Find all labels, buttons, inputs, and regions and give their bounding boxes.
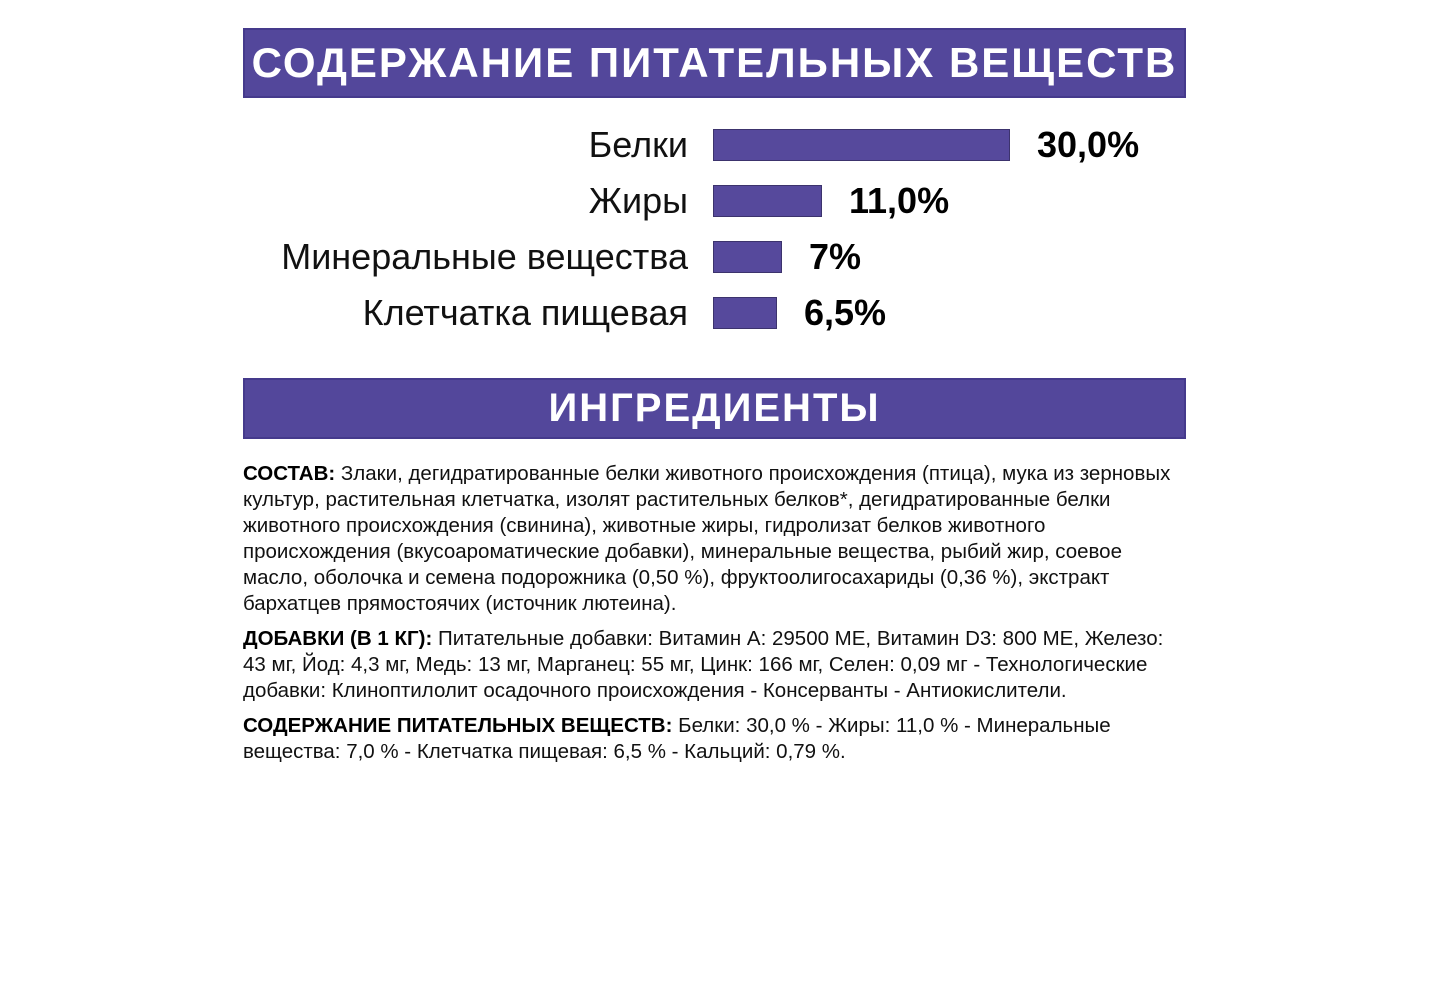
- bar: [713, 185, 822, 217]
- additives-text: Питательные добавки: Витамин A: 29500 МЕ…: [243, 627, 1164, 702]
- additives-paragraph: ДОБАВКИ (В 1 КГ): Питательные добавки: В…: [243, 626, 1186, 704]
- label-content: СОДЕРЖАНИЕ ПИТАТЕЛЬНЫХ ВЕЩЕСТВ Белки 30,0…: [243, 28, 1186, 774]
- chart-row: Жиры 11,0%: [243, 173, 1186, 229]
- nutrients-header-title: СОДЕРЖАНИЕ ПИТАТЕЛЬНЫХ ВЕЩЕСТВ: [251, 39, 1178, 86]
- chart-row: Минеральные вещества 7%: [243, 229, 1186, 285]
- chart-row: Клетчатка пищевая 6,5%: [243, 285, 1186, 341]
- analysis-paragraph: СОДЕРЖАНИЕ ПИТАТЕЛЬНЫХ ВЕЩЕСТВ: Белки: 3…: [243, 713, 1186, 765]
- bar-category-label: Клетчатка пищевая: [362, 292, 688, 333]
- ingredients-header-title: ИНГРЕДИЕНТЫ: [548, 386, 881, 430]
- nutrients-header-band: СОДЕРЖАНИЕ ПИТАТЕЛЬНЫХ ВЕЩЕСТВ: [243, 28, 1186, 98]
- bar-category-label: Белки: [588, 124, 688, 165]
- composition-label: СОСТАВ:: [243, 462, 336, 485]
- composition-paragraph: СОСТАВ: Злаки, дегидратированные белки ж…: [243, 461, 1186, 617]
- bar-category-label: Жиры: [588, 180, 688, 221]
- bar-value-label: 11,0%: [849, 180, 950, 221]
- bar: [713, 129, 1010, 161]
- bar-value-label: 30,0%: [1037, 124, 1140, 165]
- ingredients-text-block: СОСТАВ: Злаки, дегидратированные белки ж…: [243, 461, 1186, 765]
- bar: [713, 297, 777, 329]
- nutrient-bar-chart: Белки 30,0% Жиры 11,0% Минеральные вещества 7…: [243, 117, 1186, 341]
- bar-value-label: 6,5%: [804, 292, 887, 333]
- additives-label: ДОБАВКИ (В 1 КГ):: [243, 627, 433, 650]
- analysis-text: Белки: 30,0 % - Жиры: 11,0 % - Минеральн…: [243, 714, 1111, 763]
- ingredients-header-band: ИНГРЕДИЕНТЫ: [243, 378, 1186, 439]
- bar-category-label: Минеральные вещества: [281, 236, 688, 277]
- bar: [713, 241, 782, 273]
- analysis-label: СОДЕРЖАНИЕ ПИТАТЕЛЬНЫХ ВЕЩЕСТВ:: [243, 714, 673, 737]
- chart-row: Белки 30,0%: [243, 117, 1186, 173]
- bar-value-label: 7%: [809, 236, 862, 277]
- composition-text: Злаки, дегидратированные белки животного…: [243, 462, 1171, 615]
